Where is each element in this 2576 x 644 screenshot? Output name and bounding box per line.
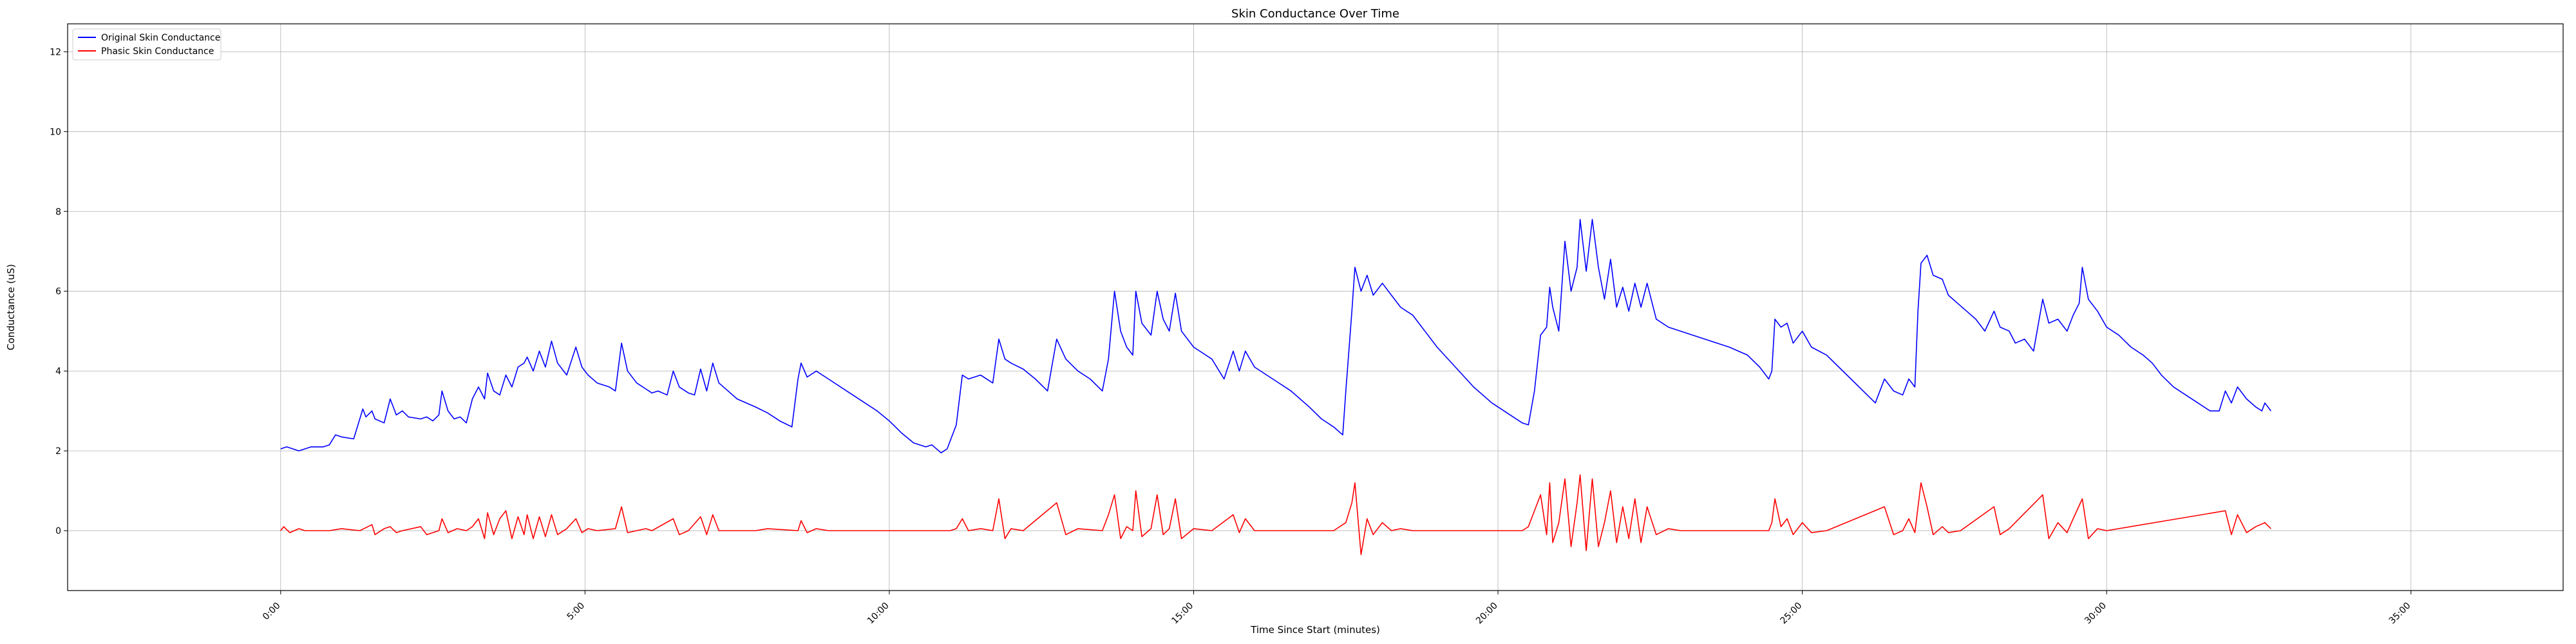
y-tick-label: 6 <box>55 287 61 297</box>
x-tick-label: 10:00 <box>866 601 891 627</box>
x-tick-label: 0:00 <box>261 601 283 623</box>
plot-area-frame <box>67 23 2564 591</box>
series-line-1 <box>280 474 2271 555</box>
legend: Original Skin Conductance Phasic Skin Co… <box>72 28 222 61</box>
x-tick-label: 5:00 <box>565 601 587 623</box>
legend-box <box>72 28 222 61</box>
y-tick-label: 4 <box>55 366 61 377</box>
y-axis-title: Conductance (uS) <box>5 264 17 350</box>
y-tick-label: 12 <box>50 47 61 57</box>
y-tick-label: 8 <box>55 207 61 217</box>
y-tick-label: 10 <box>50 127 61 137</box>
chart-title: Skin Conductance Over Time <box>1231 7 1399 21</box>
series-lines <box>280 218 2271 555</box>
x-tick-label: 15:00 <box>1170 601 1195 627</box>
x-tick-label: 25:00 <box>1779 601 1804 627</box>
x-tick-label: 20:00 <box>1474 601 1500 627</box>
x-axis-title: Time Since Start (minutes) <box>1250 624 1380 636</box>
x-tick-label: 35:00 <box>2387 601 2413 627</box>
y-tick-label: 2 <box>55 446 61 457</box>
grid-lines <box>68 24 2563 591</box>
y-axis-ticks: 0 2 4 6 8 10 12 <box>50 47 68 536</box>
x-tick-label: 30:00 <box>2083 601 2108 627</box>
legend-label-original: Original Skin Conductance <box>101 33 220 43</box>
legend-label-phasic: Phasic Skin Conductance <box>101 46 214 57</box>
series-line-0 <box>280 218 2271 453</box>
y-tick-label: 0 <box>55 526 61 536</box>
x-axis-ticks: 0:00 5:00 10:00 15:00 20:00 25:00 30:00 35:00 <box>261 591 2413 627</box>
